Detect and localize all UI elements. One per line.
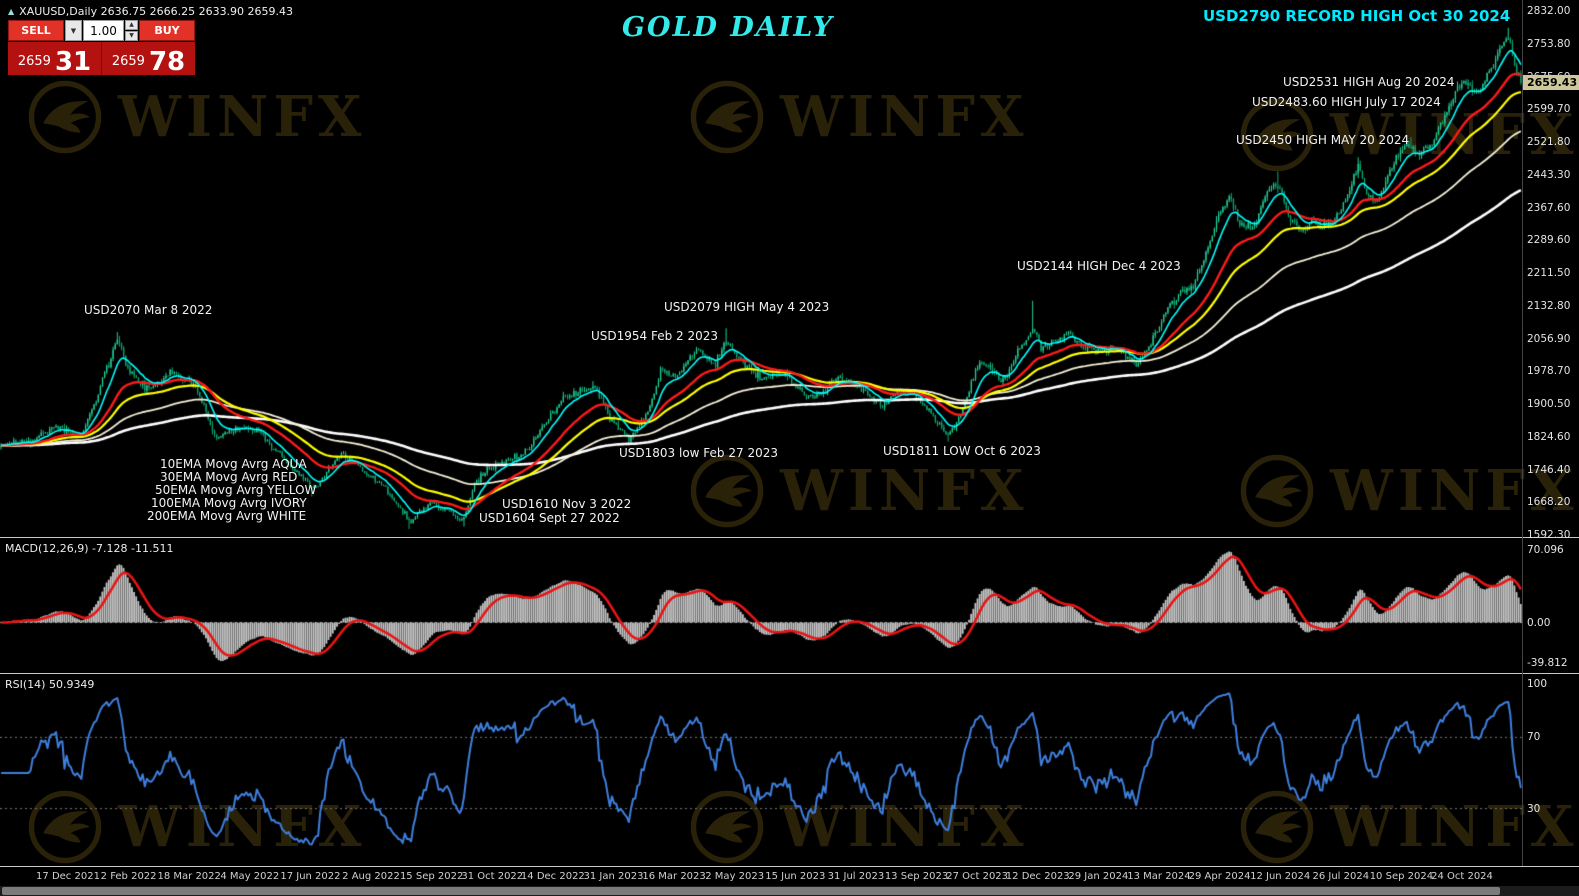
panel-separator — [0, 537, 1579, 538]
rsi-indicator-label: RSI(14) 50.9349 — [5, 678, 95, 691]
ask-price-display[interactable]: 2659 78 — [102, 42, 195, 75]
current-price-badge: 2659.43 — [1523, 74, 1579, 90]
sell-button[interactable]: SELL — [8, 20, 64, 41]
bid-price-pips: 31 — [54, 46, 92, 77]
volume-input[interactable]: 1.00 — [83, 20, 124, 41]
ask-price-pips: 78 — [148, 46, 186, 77]
symbol-info: ▲ XAUUSD,Daily 2636.75 2666.25 2633.90 2… — [8, 5, 293, 18]
symbol-marker-icon: ▲ — [8, 7, 15, 16]
chart-title: GOLD DAILY — [622, 12, 834, 43]
volume-stepper-down[interactable]: ▼ — [125, 31, 138, 41]
bid-price-base: 2659 — [17, 54, 51, 69]
horizontal-scrollbar-thumb[interactable] — [2, 887, 1500, 895]
buy-button[interactable]: BUY — [139, 20, 195, 41]
horizontal-scrollbar[interactable] — [0, 886, 1579, 896]
volume-stepper: ▲ ▼ — [125, 20, 138, 41]
volume-stepper-up[interactable]: ▲ — [125, 20, 138, 30]
bid-price-display[interactable]: 2659 31 — [8, 42, 102, 75]
panel-separator — [0, 673, 1579, 674]
ask-price-base: 2659 — [111, 54, 145, 69]
panel-separator — [0, 866, 1579, 867]
price-axis-divider — [1522, 0, 1523, 866]
volume-dropdown-button[interactable]: ▼ — [65, 20, 82, 41]
macd-indicator-label: MACD(12,26,9) -7.128 -11.511 — [5, 542, 174, 555]
one-click-trade-panel: SELL ▼ 1.00 ▲ ▼ BUY 2659 31 2659 78 — [8, 20, 195, 75]
symbol-ohlc-text: XAUUSD,Daily 2636.75 2666.25 2633.90 265… — [19, 5, 294, 18]
